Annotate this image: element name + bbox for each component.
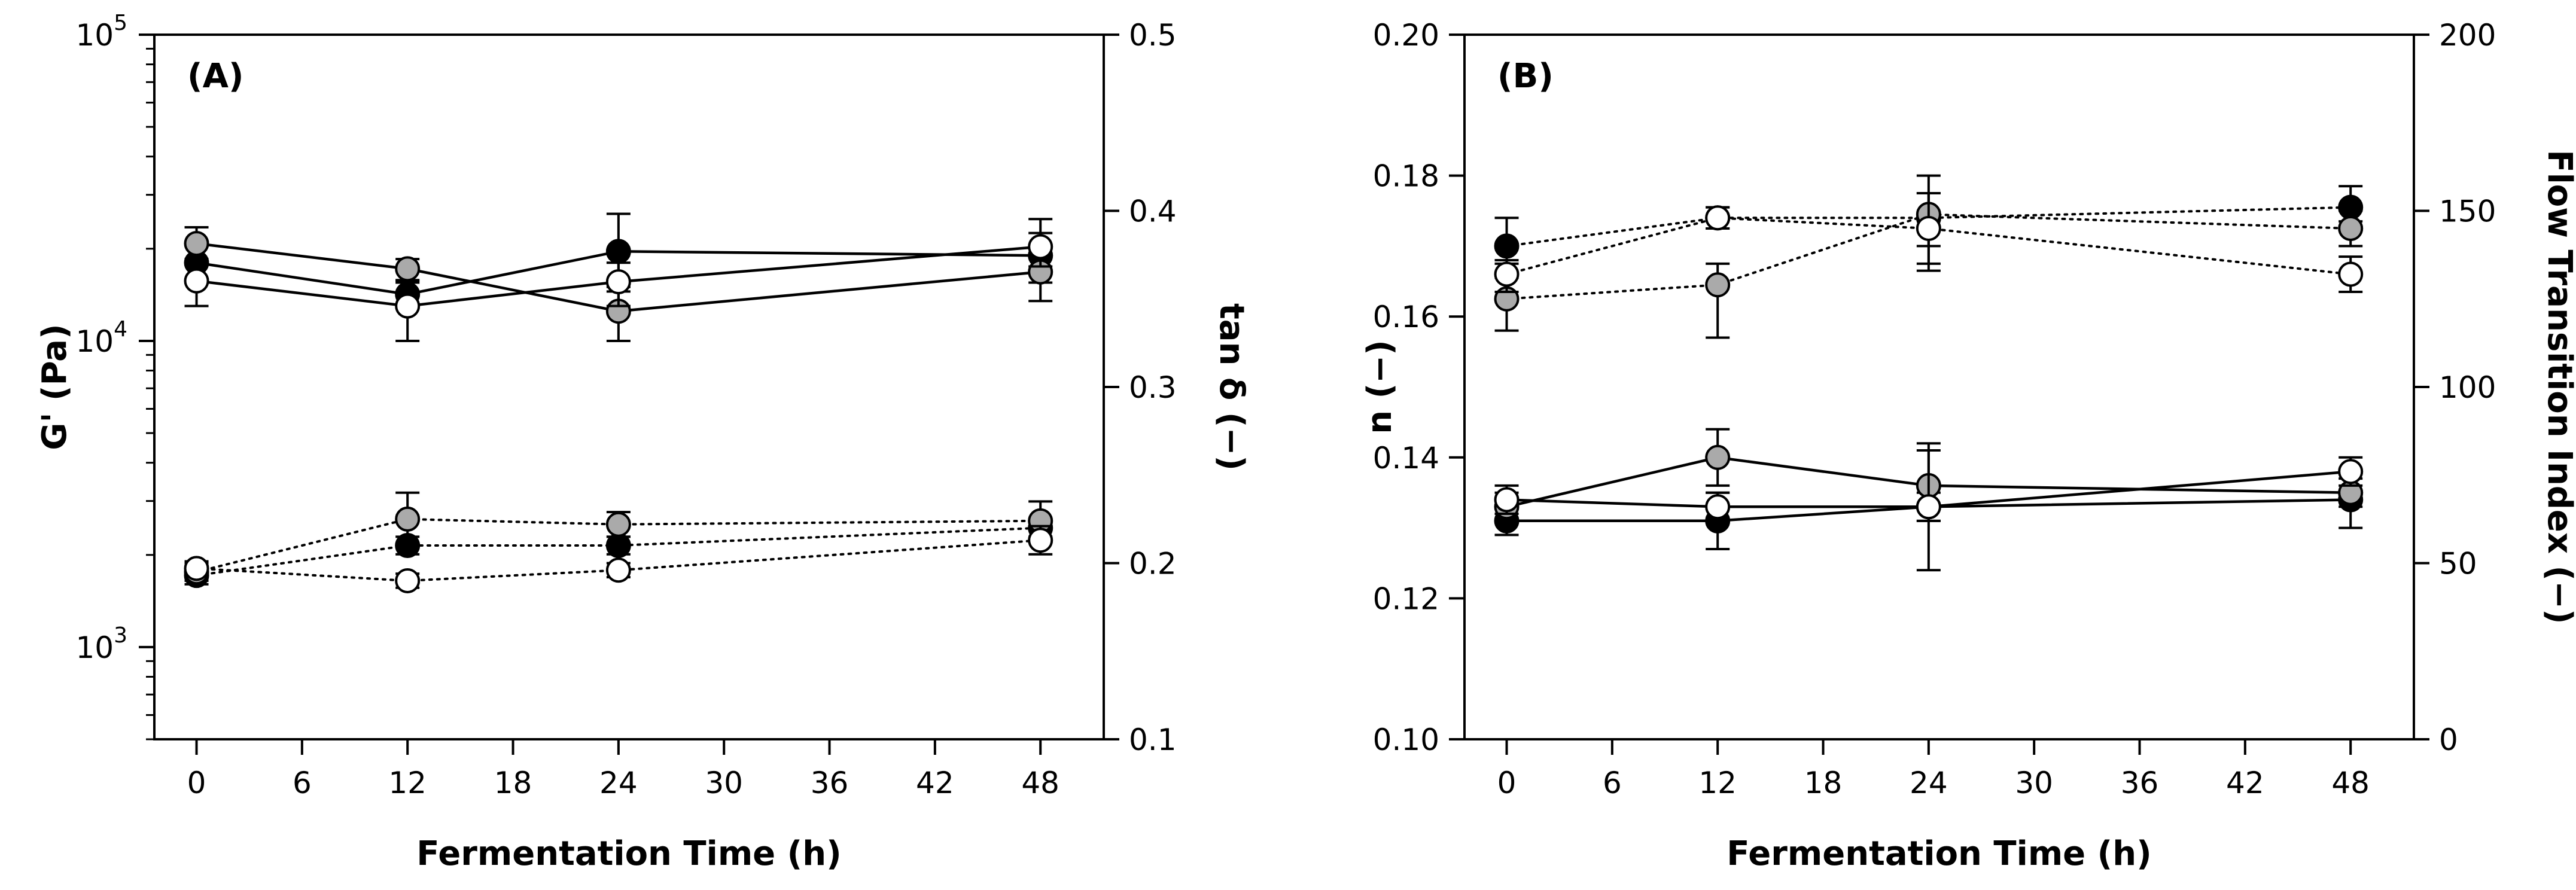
x-tick-label: 30 — [2015, 766, 2053, 800]
y-right-tick-label: 50 — [2439, 547, 2477, 581]
tick-base: 10 — [75, 324, 114, 359]
data-point — [605, 557, 631, 583]
data-point — [1028, 528, 1053, 553]
plot-frame — [153, 33, 1105, 740]
data-point — [2338, 459, 2364, 484]
y-right-tick-label: 0.1 — [1129, 723, 1177, 757]
series-line — [195, 517, 1042, 574]
x-tick-label: 30 — [705, 766, 743, 800]
x-tick-label: 12 — [1698, 766, 1737, 800]
x-tick-label: 6 — [1603, 766, 1622, 800]
x-tick-label: 0 — [1497, 766, 1517, 800]
plot-frame — [1463, 33, 2415, 740]
x-tick-label: 24 — [1910, 766, 1948, 800]
data-point — [1494, 233, 1520, 259]
y-right-tick-label: 0.3 — [1129, 370, 1177, 405]
series-line — [1505, 213, 2352, 300]
x-tick-label: 48 — [2331, 766, 2370, 800]
data-point — [1705, 272, 1731, 298]
x-tick-label: 36 — [2121, 766, 2159, 800]
data-point — [605, 269, 631, 295]
y-right-tick-label: 150 — [2439, 194, 2496, 229]
x-tick-label: 48 — [1021, 766, 1059, 800]
data-point — [395, 568, 421, 593]
data-point — [1494, 487, 1520, 513]
data-point — [1705, 494, 1731, 520]
y-right-tick-label: 200 — [2439, 18, 2496, 53]
data-point — [395, 506, 421, 532]
x-tick-label: 18 — [494, 766, 532, 800]
data-point — [2338, 215, 2364, 241]
x-tick-label: 12 — [388, 766, 427, 800]
series-line — [195, 250, 1042, 296]
data-point — [1705, 205, 1731, 231]
y-left-axis-label: G' (Pa) — [35, 324, 74, 450]
y-right-tick-label: 0.2 — [1129, 547, 1177, 581]
data-point — [1916, 494, 1941, 520]
data-point — [1494, 261, 1520, 287]
x-tick-label: 0 — [187, 766, 206, 800]
panel-a: (A) 0 6 12 18 24 30 36 42 48 Fermentation Time (h)… — [35, 11, 1251, 873]
series-line — [195, 526, 1042, 577]
y-left-tick-label: 0.14 — [1373, 441, 1439, 476]
x-axis-label: Fermentation Time (h) — [1727, 834, 2151, 873]
y-right-tick-label: 0 — [2439, 723, 2458, 757]
data-point — [395, 293, 421, 319]
x-tick-label: 42 — [916, 766, 954, 800]
tick-exponent: 3 — [114, 623, 127, 648]
series-line — [1505, 470, 2352, 508]
tick-exponent: 4 — [114, 317, 127, 342]
x-axis-label: Fermentation Time (h) — [416, 834, 841, 873]
y-left-tick-label: 0.16 — [1373, 300, 1439, 334]
data-point — [184, 268, 209, 294]
data-point — [184, 556, 209, 581]
y-right-tick-label: 0.4 — [1129, 194, 1177, 229]
data-point — [1916, 215, 1941, 241]
y-right-tick-label: 100 — [2439, 370, 2496, 405]
y-left-tick-label: 0.18 — [1373, 159, 1439, 194]
x-tick-label: 24 — [599, 766, 638, 800]
series-line — [1505, 498, 2352, 523]
data-point — [1705, 444, 1731, 470]
y-right-axis-label: tan δ (−) — [1212, 303, 1251, 471]
y-left-tick-label: 105 — [75, 11, 127, 53]
data-point — [2338, 261, 2364, 287]
data-point — [184, 231, 209, 257]
data-point — [605, 239, 631, 264]
y-right-axis-label: Flow Transition Index (−) — [2540, 150, 2576, 624]
y-left-tick-label: 0.20 — [1373, 18, 1439, 53]
x-tick-label: 18 — [1804, 766, 1843, 800]
y-left-axis-label: n (−) — [1360, 340, 1399, 434]
tick-exponent: 5 — [114, 11, 127, 35]
panel-label: (B) — [1497, 57, 1554, 96]
panel-b: (B) 0 6 12 18 24 30 36 42 48 Fermentation Time (h)… — [1360, 18, 2576, 873]
y-left-tick-label: 104 — [75, 317, 127, 359]
series-line — [195, 242, 1042, 313]
data-point — [605, 511, 631, 537]
series-line — [1505, 217, 2352, 276]
series-line — [195, 245, 1042, 307]
x-tick-label: 36 — [811, 766, 849, 800]
y-left-tick-label: 0.12 — [1373, 581, 1439, 616]
y-left-tick-label: 0.10 — [1373, 723, 1439, 757]
y-left-tick-label: 103 — [75, 623, 127, 665]
tick-base: 10 — [75, 18, 114, 53]
x-tick-label: 42 — [2226, 766, 2264, 800]
tick-base: 10 — [75, 630, 114, 665]
data-point — [1028, 234, 1053, 260]
y-right-tick-label: 0.5 — [1129, 18, 1177, 53]
series-line — [1505, 206, 2352, 248]
panel-label: (A) — [187, 57, 244, 96]
x-tick-label: 6 — [293, 766, 312, 800]
data-point — [395, 256, 421, 282]
